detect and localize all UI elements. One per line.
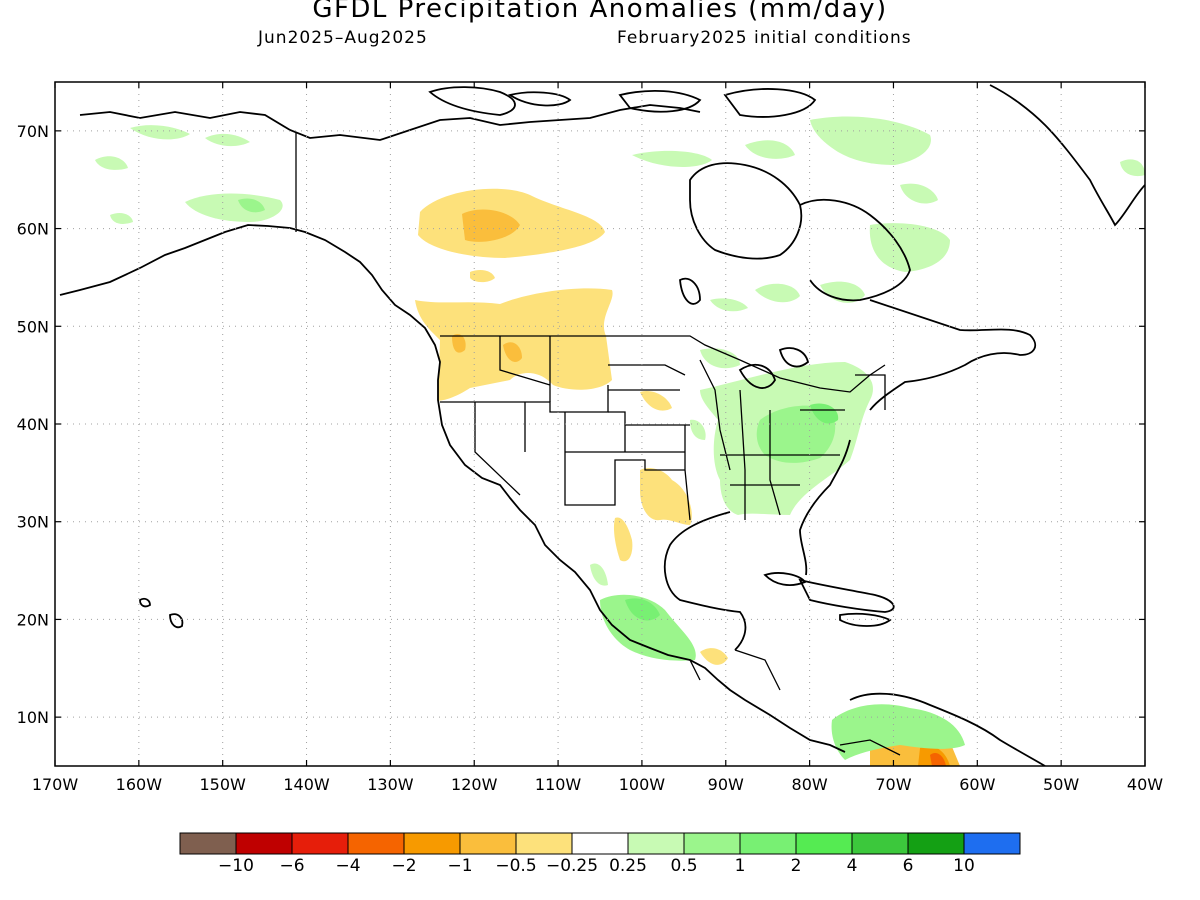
lon-tick-label: 150W <box>200 775 247 794</box>
map-frame <box>54 81 1146 767</box>
lat-tick-label: 30N <box>17 513 49 532</box>
colorbar-swatch <box>571 832 629 855</box>
colorbar-label: 10 <box>953 856 975 876</box>
colorbar-swatch <box>403 832 461 855</box>
colorbar-swatch <box>179 832 237 855</box>
map-content <box>55 82 1145 766</box>
graticule <box>55 82 1145 766</box>
colorbar-swatch <box>907 832 965 855</box>
dry-anomaly-areas <box>415 188 960 766</box>
forecast-period: Jun2025–Aug2025 <box>258 28 428 48</box>
colorbar-label: −0.25 <box>545 856 599 876</box>
lon-tick-label: 40W <box>1127 775 1163 794</box>
colorbar-swatch <box>795 832 853 855</box>
lon-tick-label: 100W <box>619 775 666 794</box>
colorbar-label: −6 <box>279 856 305 876</box>
lon-tick-label: 90W <box>708 775 744 794</box>
colorbar-swatch <box>963 832 1021 855</box>
lon-tick-label: 170W <box>32 775 79 794</box>
colorbar-swatch <box>627 832 685 855</box>
colorbar-label: −10 <box>218 856 254 876</box>
colorbar-label: 4 <box>846 856 858 876</box>
political-boundaries <box>295 133 901 756</box>
colorbar-label: 6 <box>902 856 914 876</box>
lon-tick-label: 120W <box>451 775 498 794</box>
lon-tick-label: 130W <box>367 775 414 794</box>
colorbar-swatch <box>515 832 573 855</box>
lon-tick-label: 140W <box>283 775 330 794</box>
colorbar-label: 1 <box>734 856 746 876</box>
coastlines <box>59 84 1145 766</box>
lat-tick-label: 10N <box>17 708 49 727</box>
colorbar-swatch <box>739 832 797 855</box>
initial-conditions: February2025 initial conditions <box>617 28 912 48</box>
lat-tick-label: 60N <box>17 220 49 239</box>
colorbar-label: −4 <box>335 856 361 876</box>
lat-tick-label: 70N <box>17 122 49 141</box>
map-title: GFDL Precipitation Anomalies (mm/day) <box>312 0 888 24</box>
colorbar-swatch <box>683 832 741 855</box>
colorbar-swatch <box>851 832 909 855</box>
lon-tick-label: 160W <box>116 775 163 794</box>
colorbar-swatch <box>235 832 293 855</box>
colorbar-label: 0.25 <box>609 856 647 876</box>
colorbar-label: −2 <box>391 856 417 876</box>
lon-tick-label: 50W <box>1043 775 1079 794</box>
lat-tick-label: 50N <box>17 317 49 336</box>
lat-tick-label: 20N <box>17 610 49 629</box>
lon-tick-label: 110W <box>535 775 582 794</box>
lon-tick-label: 70W <box>875 775 911 794</box>
lon-tick-label: 60W <box>959 775 995 794</box>
colorbar-swatch <box>347 832 405 855</box>
colorbar-swatch <box>459 832 517 855</box>
colorbar-swatch <box>291 832 349 855</box>
map-axes: 170W 160W 150W 140W 130W 120W 110W 100W 90W 80W 70… <box>17 82 1163 794</box>
colorbar <box>179 832 1021 855</box>
lat-tick-label: 40N <box>17 415 49 434</box>
lon-tick-label: 80W <box>792 775 828 794</box>
colorbar-label: −0.5 <box>495 856 537 876</box>
wet-anomaly-areas <box>95 116 1145 760</box>
colorbar-label: −1 <box>447 856 473 876</box>
colorbar-label: 0.5 <box>670 856 698 876</box>
colorbar-label: 2 <box>790 856 802 876</box>
